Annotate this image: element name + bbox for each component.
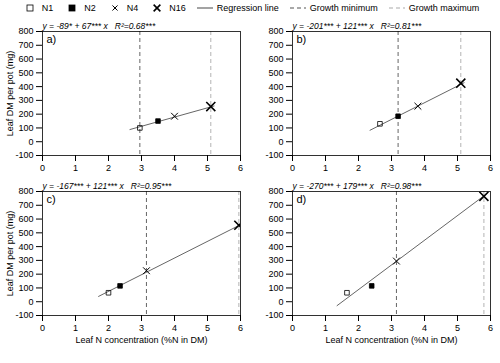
- svg-text:500: 500: [18, 228, 33, 238]
- svg-text:0: 0: [40, 323, 45, 333]
- svg-text:0: 0: [278, 297, 283, 307]
- svg-text:y = -201*** + 121*** x R²=0.: y = -201*** + 121*** x R²=0.81***: [292, 21, 422, 31]
- svg-text:1: 1: [323, 163, 328, 173]
- svg-text:-100: -100: [15, 150, 33, 160]
- svg-text:1: 1: [323, 323, 328, 333]
- svg-text:500: 500: [18, 68, 33, 78]
- svg-text:800: 800: [18, 186, 33, 196]
- svg-text:5: 5: [205, 323, 210, 333]
- svg-text:600: 600: [18, 214, 33, 224]
- html-text:N16: N16: [169, 3, 186, 13]
- svg-text:800: 800: [268, 186, 283, 196]
- svg-text:2: 2: [356, 323, 361, 333]
- svg-text:100: 100: [18, 123, 33, 133]
- svg-text:Leaf N concentration (%N in DM: Leaf N concentration (%N in DM): [75, 335, 207, 345]
- svg-text:500: 500: [268, 68, 283, 78]
- svg-text:0: 0: [28, 297, 33, 307]
- svg-text:300: 300: [18, 95, 33, 105]
- html-text:N1: N1: [41, 3, 54, 13]
- svg-text:700: 700: [18, 40, 33, 50]
- svg-text:5: 5: [455, 323, 460, 333]
- svg-text:3: 3: [139, 323, 144, 333]
- svg-text:-100: -100: [15, 310, 33, 320]
- svg-text:200: 200: [18, 109, 33, 119]
- svg-text:5: 5: [455, 163, 460, 173]
- svg-text:Leaf N concentration (%N in DM: Leaf N concentration (%N in DM): [325, 335, 457, 345]
- svg-text:6: 6: [488, 163, 493, 173]
- svg-text:0: 0: [40, 163, 45, 173]
- svg-text:d): d): [297, 193, 307, 205]
- svg-text:100: 100: [268, 123, 283, 133]
- svg-text:b): b): [297, 33, 307, 45]
- html-text:Regression line: Regression line: [216, 3, 279, 13]
- svg-text:4: 4: [172, 323, 177, 333]
- svg-text:1: 1: [73, 163, 78, 173]
- svg-text:500: 500: [268, 228, 283, 238]
- svg-text:a): a): [47, 33, 57, 45]
- svg-text:y = -89* + 67*** x R²=0.68**: y = -89* + 67*** x R²=0.68***: [42, 21, 156, 31]
- svg-text:0: 0: [290, 323, 295, 333]
- svg-text:c): c): [47, 193, 56, 205]
- svg-text:5: 5: [205, 163, 210, 173]
- svg-text:200: 200: [268, 269, 283, 279]
- html-text:N4: N4: [126, 3, 139, 13]
- svg-text:700: 700: [268, 40, 283, 50]
- svg-text:400: 400: [18, 241, 33, 251]
- svg-text:300: 300: [268, 95, 283, 105]
- svg-text:6: 6: [488, 323, 493, 333]
- html-text:N2: N2: [84, 3, 96, 13]
- svg-text:1: 1: [73, 323, 78, 333]
- svg-text:0: 0: [290, 163, 295, 173]
- svg-text:3: 3: [389, 163, 394, 173]
- svg-text:200: 200: [18, 269, 33, 279]
- svg-text:600: 600: [268, 214, 283, 224]
- svg-text:6: 6: [238, 163, 243, 173]
- svg-text:4: 4: [422, 323, 427, 333]
- svg-text:100: 100: [18, 283, 33, 293]
- svg-text:400: 400: [268, 241, 283, 251]
- svg-text:0: 0: [278, 137, 283, 147]
- svg-text:300: 300: [268, 255, 283, 265]
- svg-text:4: 4: [422, 163, 427, 173]
- svg-text:800: 800: [18, 26, 33, 36]
- svg-text:y = -167*** + 121*** x R²=0.: y = -167*** + 121*** x R²=0.95***: [42, 181, 172, 191]
- svg-text:6: 6: [238, 323, 243, 333]
- svg-text:Leaf DM per pot (mg): Leaf DM per pot (mg): [5, 51, 15, 137]
- svg-text:2: 2: [106, 323, 111, 333]
- svg-text:400: 400: [268, 81, 283, 91]
- svg-text:400: 400: [18, 81, 33, 91]
- svg-text:600: 600: [268, 54, 283, 64]
- svg-text:700: 700: [268, 200, 283, 210]
- svg-text:200: 200: [268, 109, 283, 119]
- html-text:Growth minimum: Growth minimum: [309, 3, 378, 13]
- svg-text:2: 2: [356, 163, 361, 173]
- svg-text:Leaf DM per pot (mg): Leaf DM per pot (mg): [5, 211, 15, 297]
- svg-text:3: 3: [389, 323, 394, 333]
- svg-text:-100: -100: [265, 150, 283, 160]
- svg-text:4: 4: [172, 163, 177, 173]
- svg-text:0: 0: [28, 137, 33, 147]
- svg-text:700: 700: [18, 200, 33, 210]
- html-text:Growth maximum: Growth maximum: [408, 3, 480, 13]
- svg-text:-100: -100: [265, 310, 283, 320]
- svg-text:800: 800: [268, 26, 283, 36]
- svg-text:100: 100: [268, 283, 283, 293]
- svg-text:2: 2: [106, 163, 111, 173]
- svg-text:3: 3: [139, 163, 144, 173]
- svg-text:300: 300: [18, 255, 33, 265]
- svg-text:y = -270*** + 179*** x R²=0.: y = -270*** + 179*** x R²=0.98***: [292, 181, 422, 191]
- svg-text:600: 600: [18, 54, 33, 64]
